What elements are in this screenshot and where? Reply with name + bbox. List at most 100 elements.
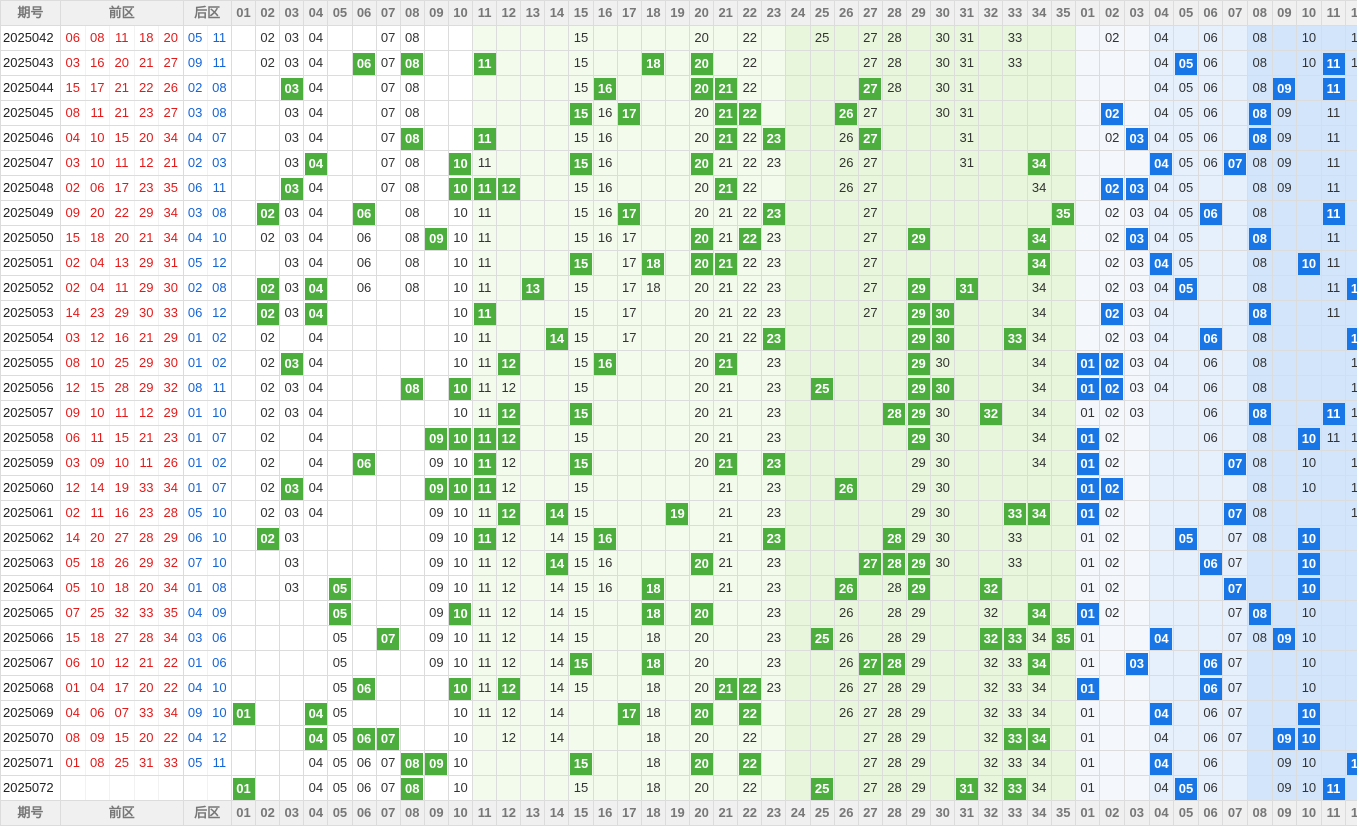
front-trend-cell — [954, 675, 980, 701]
front-hit-cell: 34 — [1026, 500, 1052, 526]
front-trend-cell — [399, 475, 425, 501]
front-trend-cell: 05 — [327, 700, 353, 726]
front-hit-ball: 06 — [353, 202, 376, 225]
front-trend-cell: 21 — [713, 300, 739, 326]
top-front-col-header: 34 — [1026, 0, 1052, 26]
front-trend-cell: 23 — [761, 475, 787, 501]
front-trend-cell: 20 — [689, 450, 715, 476]
front-draw-number — [133, 775, 159, 801]
front-trend-cell — [375, 675, 401, 701]
front-trend-cell — [230, 750, 257, 776]
front-trend-cell — [496, 300, 522, 326]
front-draw-number — [84, 775, 110, 801]
front-trend-cell — [978, 425, 1004, 451]
front-trend-cell: 02 — [255, 450, 281, 476]
front-trend-cell — [616, 525, 642, 551]
front-hit-cell: 09 — [423, 225, 449, 251]
back-hit-cell: 08 — [1246, 300, 1273, 326]
front-trend-cell — [327, 225, 353, 251]
front-hit-cell: 27 — [857, 75, 883, 101]
bottom-front-col-header: 03 — [279, 800, 305, 826]
back-trend-cell — [1222, 200, 1248, 226]
front-trend-cell: 33 — [1002, 750, 1028, 776]
front-trend-cell: 32 — [978, 600, 1004, 626]
front-trend-cell — [399, 425, 425, 451]
front-trend-cell — [423, 400, 449, 426]
front-trend-cell: 15 — [568, 50, 594, 76]
front-trend-cell: 26 — [833, 600, 859, 626]
front-trend-cell: 23 — [761, 400, 787, 426]
front-trend-cell — [857, 600, 883, 626]
back-draw-number: 04 — [182, 125, 208, 151]
front-trend-cell: 23 — [761, 350, 787, 376]
front-trend-cell — [230, 725, 257, 751]
front-trend-cell: 10 — [447, 250, 474, 276]
front-hit-cell: 23 — [761, 325, 787, 351]
front-trend-cell — [423, 350, 449, 376]
front-trend-cell — [640, 175, 666, 201]
front-trend-cell: 27 — [857, 200, 883, 226]
back-trend-cell — [1271, 325, 1298, 351]
front-trend-cell — [737, 600, 763, 626]
front-hit-cell: 29 — [906, 350, 932, 376]
back-draw-number: 01 — [182, 575, 208, 601]
front-trend-cell: 04 — [303, 175, 329, 201]
front-trend-cell — [785, 750, 811, 776]
back-hit-ball: 07 — [1224, 577, 1247, 600]
front-trend-cell: 09 — [423, 500, 449, 526]
front-trend-cell — [664, 150, 691, 176]
front-draw-number: 14 — [84, 475, 110, 501]
front-hit-cell: 14 — [544, 325, 570, 351]
front-hit-ball: 21 — [714, 252, 737, 275]
front-trend-cell — [520, 350, 546, 376]
issue-number: 2025059 — [0, 450, 61, 476]
front-trend-cell: 11 — [472, 375, 498, 401]
front-draw-number: 03 — [60, 325, 86, 351]
front-trend-cell: 10 — [447, 700, 474, 726]
front-hit-ball: 15 — [570, 252, 593, 275]
front-draw-number: 05 — [60, 550, 86, 576]
front-trend-cell — [544, 475, 570, 501]
back-draw-number: 06 — [206, 625, 232, 651]
front-hit-ball: 27 — [859, 127, 882, 150]
back-draw-number: 03 — [182, 200, 208, 226]
front-trend-cell — [616, 75, 642, 101]
front-draw-number: 34 — [158, 200, 184, 226]
front-trend-cell: 31 — [954, 150, 980, 176]
front-trend-cell: 15 — [568, 425, 594, 451]
front-draw-number: 11 — [84, 500, 110, 526]
back-trend-cell: 04 — [1148, 300, 1175, 326]
front-trend-cell — [520, 425, 546, 451]
front-trend-cell — [664, 650, 691, 676]
front-trend-cell — [881, 275, 908, 301]
back-trend-cell — [1296, 400, 1322, 426]
back-draw-number — [182, 775, 208, 801]
front-trend-cell: 17 — [616, 300, 642, 326]
draw-row: 2025070 08 09 15 20 22 04 12 04 05 06 07 10 12 14 18 20 2… — [0, 725, 1357, 751]
front-trend-cell — [833, 775, 859, 801]
front-trend-cell — [592, 775, 618, 801]
front-trend-cell: 21 — [713, 475, 739, 501]
front-hit-cell: 34 — [1026, 150, 1052, 176]
front-trend-cell: 08 — [399, 175, 425, 201]
front-hit-cell: 32 — [978, 400, 1004, 426]
front-trend-cell — [809, 600, 835, 626]
front-trend-cell — [616, 775, 642, 801]
front-trend-cell — [664, 575, 691, 601]
back-trend-cell — [1271, 400, 1298, 426]
back-trend-cell: 01 — [1074, 700, 1101, 726]
front-trend-cell — [689, 575, 715, 601]
front-trend-cell — [327, 475, 353, 501]
back-trend-cell — [1345, 600, 1357, 626]
front-trend-cell — [496, 25, 522, 51]
front-trend-cell — [592, 450, 618, 476]
front-trend-cell: 34 — [1026, 325, 1052, 351]
front-trend-cell: 04 — [303, 500, 329, 526]
front-hit-cell: 22 — [737, 700, 763, 726]
back-hit-ball: 01 — [1076, 502, 1099, 525]
front-trend-cell: 22 — [737, 725, 763, 751]
front-trend-cell — [279, 450, 305, 476]
front-trend-cell: 10 — [447, 550, 474, 576]
front-trend-cell — [616, 675, 642, 701]
front-hit-ball: 20 — [690, 52, 713, 75]
